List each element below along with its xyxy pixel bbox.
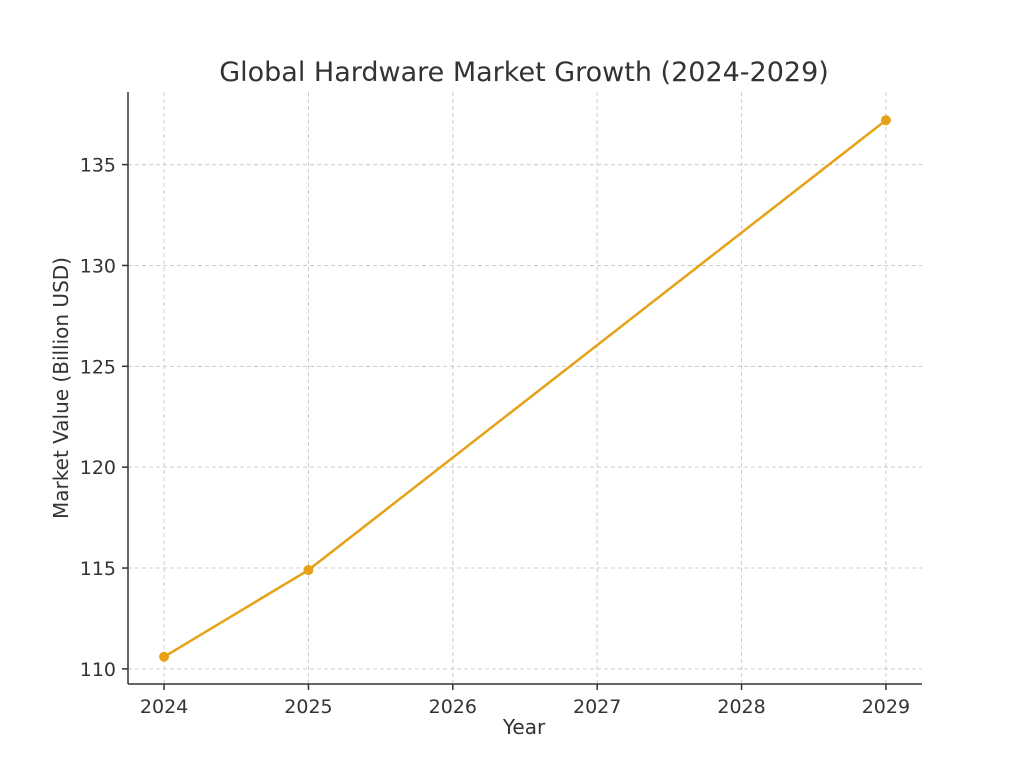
data-point [303,565,314,576]
x-tick-label: 2027 [573,696,621,718]
x-tick-label: 2024 [140,696,188,718]
x-tick-label: 2025 [284,696,332,718]
grid [128,92,922,684]
x-tick-label: 2028 [717,696,765,718]
series [159,115,891,662]
y-tick-label: 115 [80,558,116,580]
tick-labels: 2024 2025 2026 2027 2028 2029 110 115 120 125 130 1… [80,155,910,718]
x-tick-label: 2029 [862,696,910,718]
chart-title: Global Hardware Market Growth (2024-2029… [219,57,829,88]
data-point [159,651,170,662]
y-tick-label: 110 [80,659,116,681]
y-tick-label: 125 [80,356,116,378]
x-axis-label: Year [502,715,546,739]
y-tick-label: 120 [80,457,116,479]
y-tick-label: 135 [80,155,116,177]
y-tick-label: 130 [80,255,116,277]
axes [127,92,922,685]
x-tick-label: 2026 [429,696,477,718]
series-line [163,119,887,658]
data-point [880,115,891,126]
y-axis-label: Market Value (Billion USD) [49,257,73,519]
